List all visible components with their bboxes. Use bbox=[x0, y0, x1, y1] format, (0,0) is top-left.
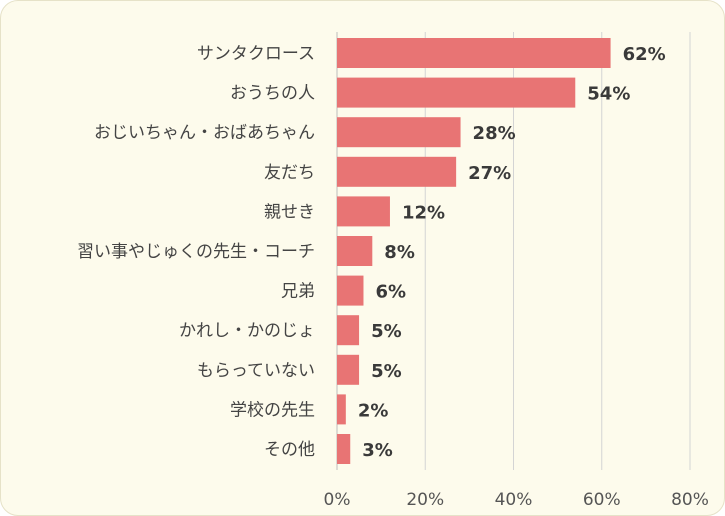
value-label: 5% bbox=[371, 361, 402, 382]
x-tick-label: 80% bbox=[671, 490, 709, 510]
x-tick-label: 20% bbox=[406, 490, 444, 510]
value-label: 6% bbox=[375, 282, 406, 303]
category-label: 習い事やじゅくの先生・コーチ bbox=[77, 242, 315, 262]
value-label: 12% bbox=[402, 202, 445, 223]
category-label: 兄弟 bbox=[281, 282, 315, 302]
bar bbox=[337, 434, 351, 464]
value-label: 2% bbox=[358, 400, 389, 421]
x-tick-label: 60% bbox=[583, 490, 621, 510]
category-label: 友だち bbox=[264, 163, 315, 183]
bar bbox=[337, 77, 576, 108]
x-tick-label: 0% bbox=[324, 490, 351, 510]
value-label: 27% bbox=[468, 163, 511, 184]
category-label: 親せき bbox=[264, 202, 315, 222]
category-label: かれし・かのじょ bbox=[179, 321, 315, 341]
bar bbox=[337, 275, 364, 306]
value-label: 54% bbox=[587, 84, 630, 105]
value-label: 8% bbox=[384, 242, 415, 263]
category-label: もらっていない bbox=[197, 361, 315, 381]
category-label: おうちの人 bbox=[230, 84, 315, 104]
x-tick-label: 40% bbox=[495, 490, 533, 510]
value-label: 5% bbox=[371, 321, 402, 342]
category-label: サンタクロース bbox=[197, 44, 315, 64]
bar bbox=[337, 117, 461, 148]
category-label: その他 bbox=[264, 440, 315, 460]
bar bbox=[337, 354, 360, 385]
value-label: 28% bbox=[473, 123, 516, 144]
bar bbox=[337, 394, 346, 425]
category-label: 学校の先生 bbox=[230, 400, 315, 420]
bar bbox=[337, 236, 373, 266]
bar bbox=[337, 196, 390, 227]
value-label: 3% bbox=[362, 440, 393, 461]
bar bbox=[337, 38, 611, 68]
bar bbox=[337, 156, 457, 187]
category-label: おじいちゃん・おばあちゃん bbox=[94, 123, 315, 143]
bar bbox=[337, 315, 360, 346]
value-label: 62% bbox=[623, 44, 666, 65]
